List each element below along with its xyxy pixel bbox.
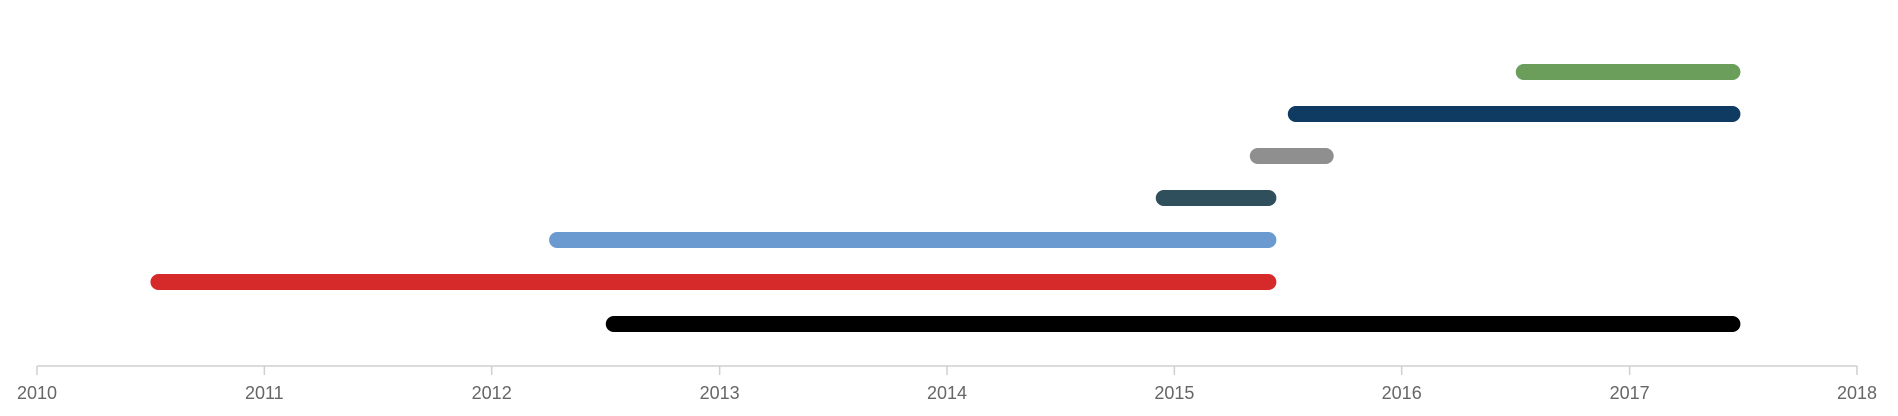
x-axis-ticks: 2010 2011 2012 2013 2014 2015 2016 2017 2018 — [17, 366, 1877, 403]
x-tick-label-2018: 2018 — [1837, 383, 1877, 403]
x-tick-label-2017: 2017 — [1610, 383, 1650, 403]
x-tick-label-2013: 2013 — [700, 383, 740, 403]
bars-layer — [150, 64, 1741, 332]
x-tick-label-2016: 2016 — [1382, 383, 1422, 403]
x-tick-label-2011: 2011 — [245, 383, 284, 403]
x-tick-label-2012: 2012 — [472, 383, 512, 403]
x-tick-label-2015: 2015 — [1154, 383, 1194, 403]
x-tick-label-2010: 2010 — [17, 383, 57, 403]
x-tick-label-2014: 2014 — [927, 383, 967, 403]
